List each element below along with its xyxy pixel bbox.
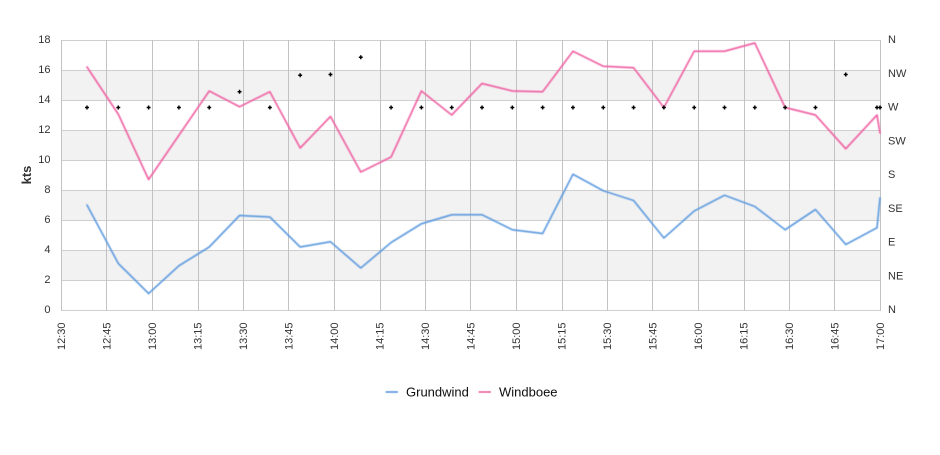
svg-text:15:00: 15:00	[511, 323, 523, 351]
svg-text:NW: NW	[888, 68, 907, 80]
svg-text:13:00: 13:00	[147, 323, 159, 351]
svg-text:13:30: 13:30	[238, 323, 250, 351]
svg-text:2: 2	[44, 274, 50, 286]
svg-text:12:45: 12:45	[101, 323, 113, 351]
svg-text:Grundwind: Grundwind	[406, 385, 469, 400]
svg-text:13:15: 13:15	[192, 323, 204, 351]
svg-text:6: 6	[44, 214, 50, 226]
svg-text:14:30: 14:30	[420, 323, 432, 351]
svg-text:14:00: 14:00	[329, 323, 341, 351]
svg-text:SW: SW	[888, 135, 906, 147]
svg-text:16:00: 16:00	[693, 323, 705, 351]
svg-text:SE: SE	[888, 203, 903, 215]
svg-text:8: 8	[44, 184, 50, 196]
svg-text:18: 18	[38, 34, 50, 46]
svg-text:kts: kts	[19, 166, 34, 185]
svg-text:W: W	[888, 102, 899, 114]
svg-text:NE: NE	[888, 270, 903, 282]
svg-text:0: 0	[44, 304, 50, 316]
svg-text:N: N	[888, 304, 896, 316]
svg-text:15:45: 15:45	[647, 323, 659, 351]
svg-text:15:30: 15:30	[602, 323, 614, 351]
svg-text:15:15: 15:15	[556, 323, 568, 351]
svg-text:17:00: 17:00	[875, 323, 887, 351]
svg-text:16:45: 16:45	[829, 323, 841, 351]
svg-text:16:15: 16:15	[738, 323, 750, 351]
svg-text:Windboee: Windboee	[499, 385, 558, 400]
svg-text:12:30: 12:30	[56, 323, 68, 351]
svg-text:4: 4	[44, 244, 50, 256]
svg-text:16: 16	[38, 64, 50, 76]
svg-text:14: 14	[38, 94, 50, 106]
svg-text:14:15: 14:15	[374, 323, 386, 351]
svg-text:13:45: 13:45	[283, 323, 295, 351]
svg-text:12: 12	[38, 124, 50, 136]
svg-text:16:30: 16:30	[784, 323, 796, 351]
svg-text:E: E	[888, 237, 895, 249]
svg-text:14:45: 14:45	[465, 323, 477, 351]
svg-text:10: 10	[38, 154, 50, 166]
svg-text:S: S	[888, 169, 895, 181]
svg-text:N: N	[888, 34, 896, 46]
